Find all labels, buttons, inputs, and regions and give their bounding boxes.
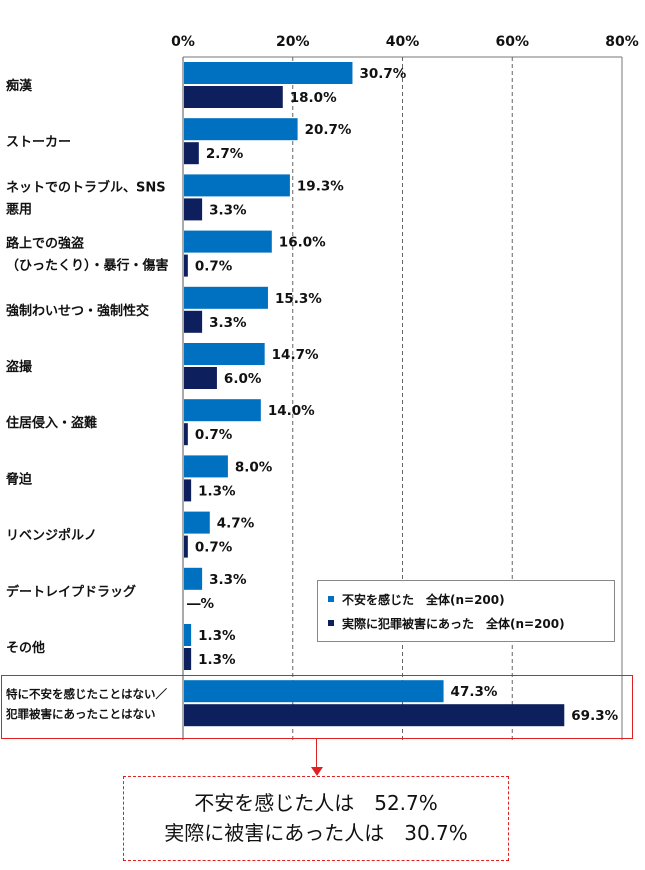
value-label-anxiety: 30.7% bbox=[359, 66, 406, 82]
highlight-box bbox=[1, 675, 633, 739]
x-axis-ticks: 0% 20% 40% 60% 80% bbox=[171, 34, 639, 50]
legend-item-victim: 実際に犯罪被害にあった 全体(n=200) bbox=[328, 611, 614, 635]
bar-victim bbox=[184, 704, 565, 727]
bar-anxiety bbox=[184, 399, 261, 422]
bar-anxiety bbox=[184, 567, 203, 590]
value-label-victim: 3.3% bbox=[209, 315, 247, 331]
x-tick-label: 0% bbox=[171, 34, 195, 50]
category-label: デートレイプドラッグ bbox=[6, 584, 136, 600]
legend-label-anxiety: 不安を感じた 全体(n=200) bbox=[342, 592, 505, 607]
bar-victim bbox=[184, 648, 192, 670]
legend-swatch-anxiety bbox=[328, 596, 334, 602]
value-label-victim: 0.7% bbox=[195, 540, 233, 556]
legend: 不安を感じた 全体(n=200) 実際に犯罪被害にあった 全体(n=200) bbox=[317, 580, 615, 642]
x-tick-label: 20% bbox=[276, 34, 310, 50]
category-label: 盗撮 bbox=[6, 359, 33, 375]
value-label-victim: 69.3% bbox=[571, 708, 618, 724]
value-label-anxiety: 3.3% bbox=[209, 572, 247, 588]
callout-line-1: 不安を感じた人は 52.7% bbox=[194, 791, 438, 815]
bar-victim bbox=[184, 142, 199, 165]
value-labels: 30.7% 18.0% 20.7% 2.7% 19.3% 3.3% 16.0% 0.7% 15.… bbox=[187, 66, 619, 724]
bar-victim bbox=[184, 535, 188, 558]
legend-swatch-victim bbox=[328, 620, 334, 626]
value-label-anxiety: 8.0% bbox=[235, 459, 273, 475]
callout-line-2: 実際に被害にあった人は 30.7% bbox=[164, 821, 468, 845]
bar-anxiety bbox=[184, 286, 268, 309]
bars bbox=[184, 62, 565, 727]
value-label-anxiety: 14.0% bbox=[268, 403, 315, 419]
category-label: 痴漢 bbox=[6, 78, 33, 94]
bar-victim bbox=[184, 367, 217, 389]
value-label-victim: 2.7% bbox=[206, 146, 244, 162]
bar-victim bbox=[184, 479, 192, 502]
value-label-anxiety: 19.3% bbox=[297, 178, 344, 194]
bar-victim bbox=[184, 86, 283, 108]
callout-arrow-head bbox=[311, 767, 323, 776]
category-label: 特に不安を感じたことはない／ bbox=[6, 687, 167, 701]
bar-victim bbox=[184, 310, 203, 333]
bar-anxiety bbox=[184, 680, 444, 703]
bar-anxiety bbox=[184, 455, 228, 478]
category-label: ストーカー bbox=[6, 135, 71, 150]
bar-victim bbox=[184, 198, 203, 221]
value-label-anxiety: 14.7% bbox=[272, 347, 319, 363]
x-tick-label: 40% bbox=[386, 34, 420, 50]
bar-anxiety bbox=[184, 343, 265, 365]
category-label: 強制わいせつ・強制性交 bbox=[6, 303, 149, 319]
x-tick-label: 80% bbox=[605, 34, 639, 50]
x-tick-label: 60% bbox=[495, 34, 529, 50]
category-label: （ひったくり）・暴行・傷害 bbox=[6, 258, 169, 274]
value-label-anxiety: 16.0% bbox=[279, 235, 326, 251]
value-label-anxiety: 47.3% bbox=[451, 684, 498, 700]
category-label: 悪用 bbox=[6, 202, 32, 217]
category-label: 脅迫 bbox=[5, 471, 33, 487]
callout-arrow-line bbox=[316, 739, 317, 769]
bar-anxiety bbox=[184, 511, 210, 534]
value-label-anxiety: 20.7% bbox=[305, 122, 352, 138]
category-label: リベンジポルノ bbox=[6, 528, 97, 544]
category-label: その他 bbox=[6, 640, 45, 656]
category-label: 住居侵入・盗難 bbox=[6, 415, 97, 431]
bar-anxiety bbox=[184, 62, 353, 84]
value-label-anxiety: 15.3% bbox=[275, 291, 322, 307]
bar-anxiety bbox=[184, 118, 298, 141]
value-label-victim: 3.3% bbox=[209, 202, 247, 218]
value-label-victim: 1.3% bbox=[198, 652, 236, 668]
value-label-victim: 1.3% bbox=[198, 483, 236, 499]
callout-box: 不安を感じた人は 52.7% 実際に被害にあった人は 30.7% bbox=[123, 776, 509, 861]
value-label-victim: 0.7% bbox=[195, 427, 233, 443]
value-label-victim: ―% bbox=[187, 596, 215, 612]
value-label-anxiety: 4.7% bbox=[217, 516, 255, 532]
category-label: ネットでのトラブル、SNS bbox=[6, 179, 166, 195]
bar-anxiety bbox=[184, 624, 192, 646]
value-label-victim: 18.0% bbox=[290, 90, 337, 106]
bar-anxiety bbox=[184, 174, 290, 197]
value-label-victim: 6.0% bbox=[224, 371, 262, 387]
bar-anxiety bbox=[184, 230, 272, 253]
value-label-anxiety: 1.3% bbox=[198, 628, 236, 644]
value-label-victim: 0.7% bbox=[195, 259, 233, 275]
bar-victim bbox=[184, 254, 188, 277]
legend-item-anxiety: 不安を感じた 全体(n=200) bbox=[328, 587, 614, 611]
category-label: 路上での強盗 bbox=[6, 236, 84, 252]
category-label: 犯罪被害にあったことはない bbox=[5, 707, 156, 721]
bar-victim bbox=[184, 423, 188, 446]
legend-label-victim: 実際に犯罪被害にあった 全体(n=200) bbox=[342, 616, 565, 631]
